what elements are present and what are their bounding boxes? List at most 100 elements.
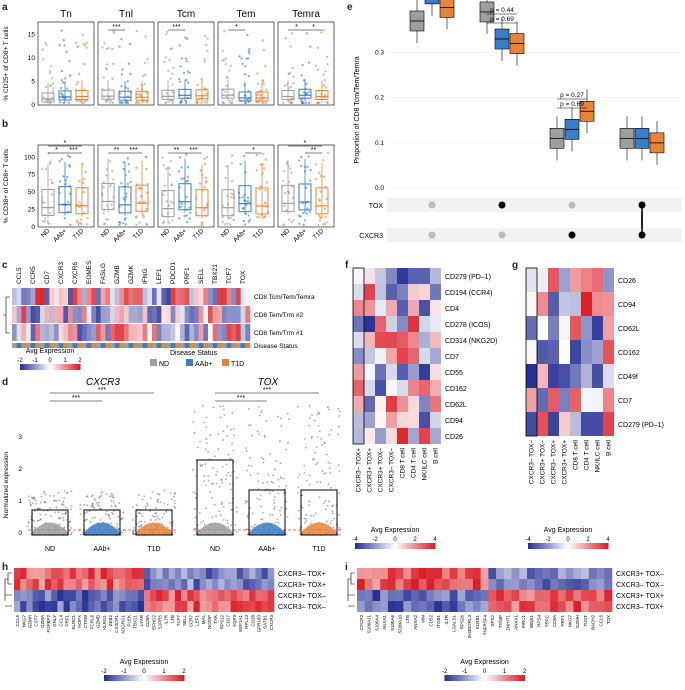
heatmap-cell: [526, 388, 537, 412]
data-point: [325, 100, 329, 104]
fg-legend-swatch: [582, 543, 585, 549]
data-point: [106, 218, 110, 221]
data-point: [194, 516, 197, 519]
data-point: [110, 522, 113, 525]
panel-i: i CXCR3+ TOX– CXCR3– TOX– CXCR3+ TOX+ CXCR3…: [345, 560, 685, 685]
data-point: [239, 162, 242, 166]
heatmap-cell: [511, 590, 520, 601]
heatmap-cell: [255, 590, 262, 601]
data-point: [33, 510, 36, 513]
data-point: [332, 526, 335, 529]
hi-legend-tick: 0: [142, 669, 146, 675]
data-point: [105, 174, 108, 177]
data-point: [245, 450, 248, 452]
heatmap-cell: [35, 324, 41, 341]
data-point: [48, 211, 52, 215]
heatmap-cell: [519, 579, 528, 590]
legend-label: T1D: [231, 361, 244, 368]
gene-label: TCF7: [226, 267, 233, 284]
heatmap-cell: [86, 288, 92, 305]
data-point: [145, 156, 148, 159]
hi-legend-swatch: [166, 675, 169, 681]
data-point: [254, 523, 256, 526]
hi-legend-swatch: [182, 675, 185, 681]
data-point: [117, 528, 120, 531]
data-point: [145, 223, 148, 226]
c-legend-swatch: [32, 364, 34, 370]
hi-legend-title: Avg Expression: [120, 659, 169, 666]
heatmap-cell: [537, 292, 548, 316]
hi-legend-swatch: [138, 675, 141, 681]
data-point: [105, 68, 109, 71]
data-point: [214, 455, 216, 458]
y-tick-label: 75: [28, 172, 36, 179]
data-point: [297, 214, 301, 218]
heatmap-cell: [249, 568, 256, 579]
heatmap-cell: [548, 364, 559, 388]
heatmap-cell: [559, 364, 570, 388]
data-point: [269, 492, 271, 495]
heatmap-cell: [527, 579, 536, 590]
data-point: [327, 461, 330, 464]
data-point: [306, 207, 309, 210]
panel-b: b % CD38+ of CD8+ T cells 0 25 50 75 100 ND AAb…: [0, 117, 340, 257]
gene-label: CD28: [250, 615, 255, 627]
heatmap-cell: [426, 590, 435, 601]
heatmap-cell: [419, 316, 430, 332]
data-point: [265, 181, 268, 184]
hi-legend-swatch: [150, 675, 153, 681]
heatmap-cell: [131, 568, 139, 579]
data-point: [65, 50, 68, 53]
y-tick-label: 25: [28, 207, 36, 214]
heatmap-cell: [573, 590, 582, 601]
data-point: [229, 474, 232, 477]
x-tick-label: T1D: [132, 227, 146, 241]
data-point: [51, 181, 54, 185]
heatmap-cell: [380, 601, 389, 612]
data-point: [98, 505, 101, 507]
heatmap-cell: [30, 306, 36, 323]
heatmap-cell: [113, 590, 120, 601]
hi-legend-swatch: [136, 675, 139, 681]
heatmap-cell: [189, 288, 195, 305]
data-point: [328, 467, 331, 470]
hi-legend-swatch: [522, 675, 525, 681]
gene-label: HOPX: [77, 615, 82, 628]
heatmap-cell: [175, 288, 181, 305]
facet-frame: [157, 144, 215, 228]
heatmap-cell: [21, 324, 27, 341]
data-point: [206, 98, 209, 102]
fg-legend-title: Avg Expression: [544, 527, 593, 534]
data-point: [229, 216, 233, 220]
fg-legend-swatch: [574, 543, 577, 549]
data-point: [63, 77, 67, 80]
heatmap-cell: [198, 306, 204, 323]
heatmap-cell: [105, 306, 111, 323]
data-point: [320, 437, 322, 440]
data-point: [85, 99, 88, 102]
data-point: [204, 507, 207, 510]
fg-legend-swatch: [556, 543, 559, 549]
data-point: [311, 414, 314, 417]
data-point: [326, 63, 329, 66]
heatmap-cell: [63, 590, 71, 601]
panel-label-d: d: [2, 377, 9, 388]
data-point: [229, 64, 233, 67]
data-point: [195, 101, 199, 105]
heatmap-cell: [110, 288, 115, 305]
c-legend-title: Avg Expression: [26, 348, 75, 355]
heatmap-cell: [175, 324, 181, 341]
heatmap-cell: [114, 288, 120, 305]
heatmap-cell: [131, 579, 139, 590]
data-point: [120, 517, 123, 520]
data-point: [244, 502, 247, 505]
fg-legend-swatch: [564, 543, 567, 549]
data-point: [324, 215, 327, 219]
data-point: [37, 519, 40, 522]
c-legend-tick: -2: [17, 358, 23, 364]
data-point: [256, 430, 259, 433]
fg-legend-swatch: [544, 543, 547, 549]
data-point: [243, 193, 246, 197]
data-point: [301, 63, 304, 67]
hi-legend-swatch: [448, 675, 451, 681]
